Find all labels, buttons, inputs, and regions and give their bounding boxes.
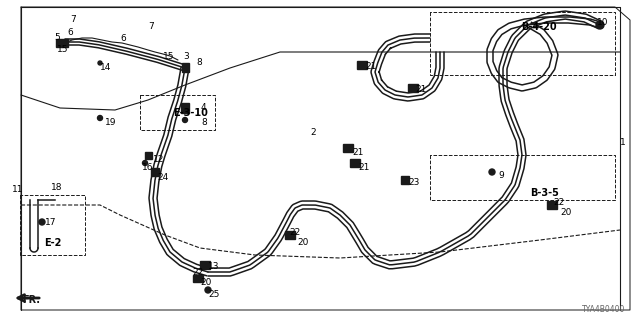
Circle shape	[205, 287, 211, 293]
Text: 7: 7	[70, 15, 76, 24]
Text: 21: 21	[358, 163, 369, 172]
Text: 6: 6	[120, 34, 125, 43]
Text: 20: 20	[560, 208, 572, 217]
Text: 3: 3	[183, 52, 189, 61]
Text: B-3-5: B-3-5	[530, 188, 559, 198]
Text: 9: 9	[498, 171, 504, 180]
Text: 21: 21	[365, 62, 376, 71]
Text: 22: 22	[192, 268, 204, 277]
Text: 16: 16	[142, 163, 154, 172]
Bar	[56, 39, 68, 47]
Text: 2: 2	[310, 128, 316, 137]
Bar	[350, 159, 360, 167]
Circle shape	[596, 21, 604, 29]
Text: 22: 22	[553, 198, 564, 207]
Text: 21: 21	[352, 148, 364, 157]
Text: 8: 8	[196, 58, 202, 67]
Circle shape	[489, 169, 495, 175]
Bar	[193, 275, 203, 282]
Text: 8: 8	[201, 118, 207, 127]
Bar	[408, 84, 418, 92]
Bar	[145, 151, 152, 158]
Bar	[151, 168, 159, 176]
Circle shape	[98, 61, 102, 65]
Bar	[181, 103, 189, 113]
Circle shape	[97, 116, 102, 121]
Circle shape	[39, 219, 45, 225]
Text: 12: 12	[153, 155, 164, 164]
Bar	[401, 176, 409, 184]
Text: 15: 15	[163, 52, 175, 61]
Text: 15: 15	[57, 45, 68, 54]
Bar	[200, 261, 210, 269]
Bar	[343, 144, 353, 152]
Text: FR.: FR.	[22, 295, 40, 305]
Text: E-2: E-2	[44, 238, 61, 248]
Bar	[285, 231, 295, 239]
Text: 5: 5	[54, 33, 60, 42]
Text: 4: 4	[201, 103, 207, 112]
Text: 7: 7	[148, 22, 154, 31]
Text: 11: 11	[12, 185, 24, 194]
Text: 6: 6	[67, 28, 73, 37]
Text: 10: 10	[597, 18, 609, 27]
Text: B-4-20: B-4-20	[521, 22, 557, 32]
Text: 19: 19	[105, 118, 116, 127]
Text: 25: 25	[208, 290, 220, 299]
Text: 20: 20	[200, 278, 211, 287]
Circle shape	[182, 117, 188, 123]
Text: 13: 13	[208, 262, 220, 271]
Bar	[357, 61, 367, 69]
Circle shape	[143, 161, 147, 165]
Text: 1: 1	[620, 138, 626, 147]
Text: E-3-10: E-3-10	[173, 108, 208, 118]
Text: 20: 20	[297, 238, 308, 247]
Text: 23: 23	[408, 178, 419, 187]
Text: 24: 24	[157, 173, 168, 182]
Text: 22: 22	[289, 228, 300, 237]
Text: 18: 18	[51, 183, 63, 192]
Text: TYA4B0400: TYA4B0400	[582, 305, 625, 314]
Text: 14: 14	[100, 63, 111, 72]
Text: 21: 21	[415, 85, 426, 94]
Bar	[182, 62, 189, 71]
Bar	[547, 201, 557, 209]
Text: 17: 17	[45, 218, 56, 227]
